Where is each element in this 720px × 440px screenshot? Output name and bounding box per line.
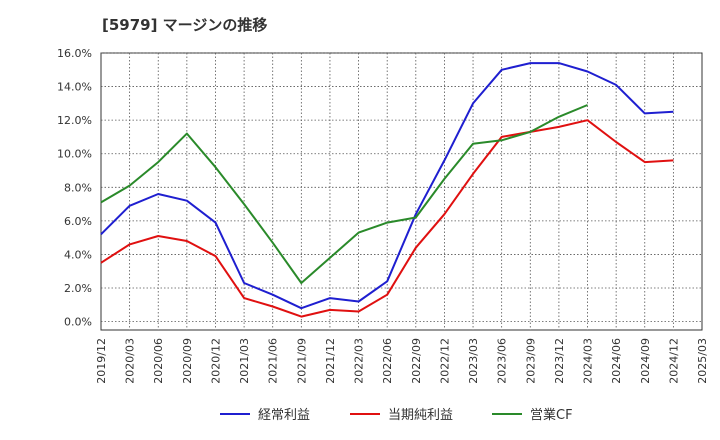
x-tick-label: 2022/09 xyxy=(410,338,423,384)
x-tick-label: 2019/12 xyxy=(95,338,108,384)
legend: 経常利益 当期純利益 営業CF xyxy=(220,407,573,423)
y-tick-label: 16.0% xyxy=(57,47,92,60)
y-tick-label: 0.0% xyxy=(64,316,92,329)
series-line-3 xyxy=(100,104,588,284)
series-group xyxy=(100,62,674,318)
y-tick-label: 2.0% xyxy=(64,282,92,295)
plot-area xyxy=(100,52,703,331)
x-tick-label: 2020/09 xyxy=(181,338,194,384)
legend-label: 経常利益 xyxy=(258,408,310,423)
x-tick-label: 2022/06 xyxy=(381,338,394,384)
x-tick-label: 2020/03 xyxy=(124,338,137,384)
y-tick-label: 8.0% xyxy=(64,181,92,194)
y-ticks: 0.0% 2.0% 4.0% 6.0% 8.0% 10.0% 12.0% 14.0% 16.0% xyxy=(57,47,92,329)
legend-label: 営業CF xyxy=(530,407,573,423)
y-tick-label: 14.0% xyxy=(57,81,92,94)
x-tick-label: 2024/12 xyxy=(667,338,680,384)
series-line-2 xyxy=(100,119,674,318)
x-tick-label: 2024/06 xyxy=(610,338,623,384)
x-tick-label: 2021/06 xyxy=(267,338,280,384)
x-tick-label: 2021/03 xyxy=(238,338,251,384)
legend-label: 当期純利益 xyxy=(388,408,453,423)
x-tick-label: 2022/03 xyxy=(353,338,366,384)
y-tick-label: 6.0% xyxy=(64,215,92,228)
x-tick-label: 2020/06 xyxy=(152,338,165,384)
x-tick-label: 2022/12 xyxy=(438,338,451,384)
y-tick-label: 4.0% xyxy=(64,248,92,261)
series-line-1 xyxy=(100,62,674,310)
y-tick-label: 12.0% xyxy=(57,114,92,127)
grid xyxy=(100,52,703,331)
x-ticks: 2019/12 2020/03 2020/06 2020/09 2020/12 2021/… xyxy=(95,338,709,384)
x-tick-label: 2023/12 xyxy=(553,338,566,384)
x-tick-label: 2023/03 xyxy=(467,338,480,384)
y-tick-label: 10.0% xyxy=(57,148,92,161)
x-tick-label: 2023/06 xyxy=(496,338,509,384)
chart-title: [5979] マージンの推移 xyxy=(102,16,268,34)
x-tick-label: 2024/03 xyxy=(582,338,595,384)
x-tick-label: 2021/12 xyxy=(324,338,337,384)
x-tick-label: 2020/12 xyxy=(209,338,222,384)
x-tick-label: 2021/09 xyxy=(295,338,308,384)
x-tick-label: 2023/09 xyxy=(524,338,537,384)
x-tick-label: 2024/09 xyxy=(639,338,652,384)
x-tick-label: 2025/03 xyxy=(696,338,709,384)
